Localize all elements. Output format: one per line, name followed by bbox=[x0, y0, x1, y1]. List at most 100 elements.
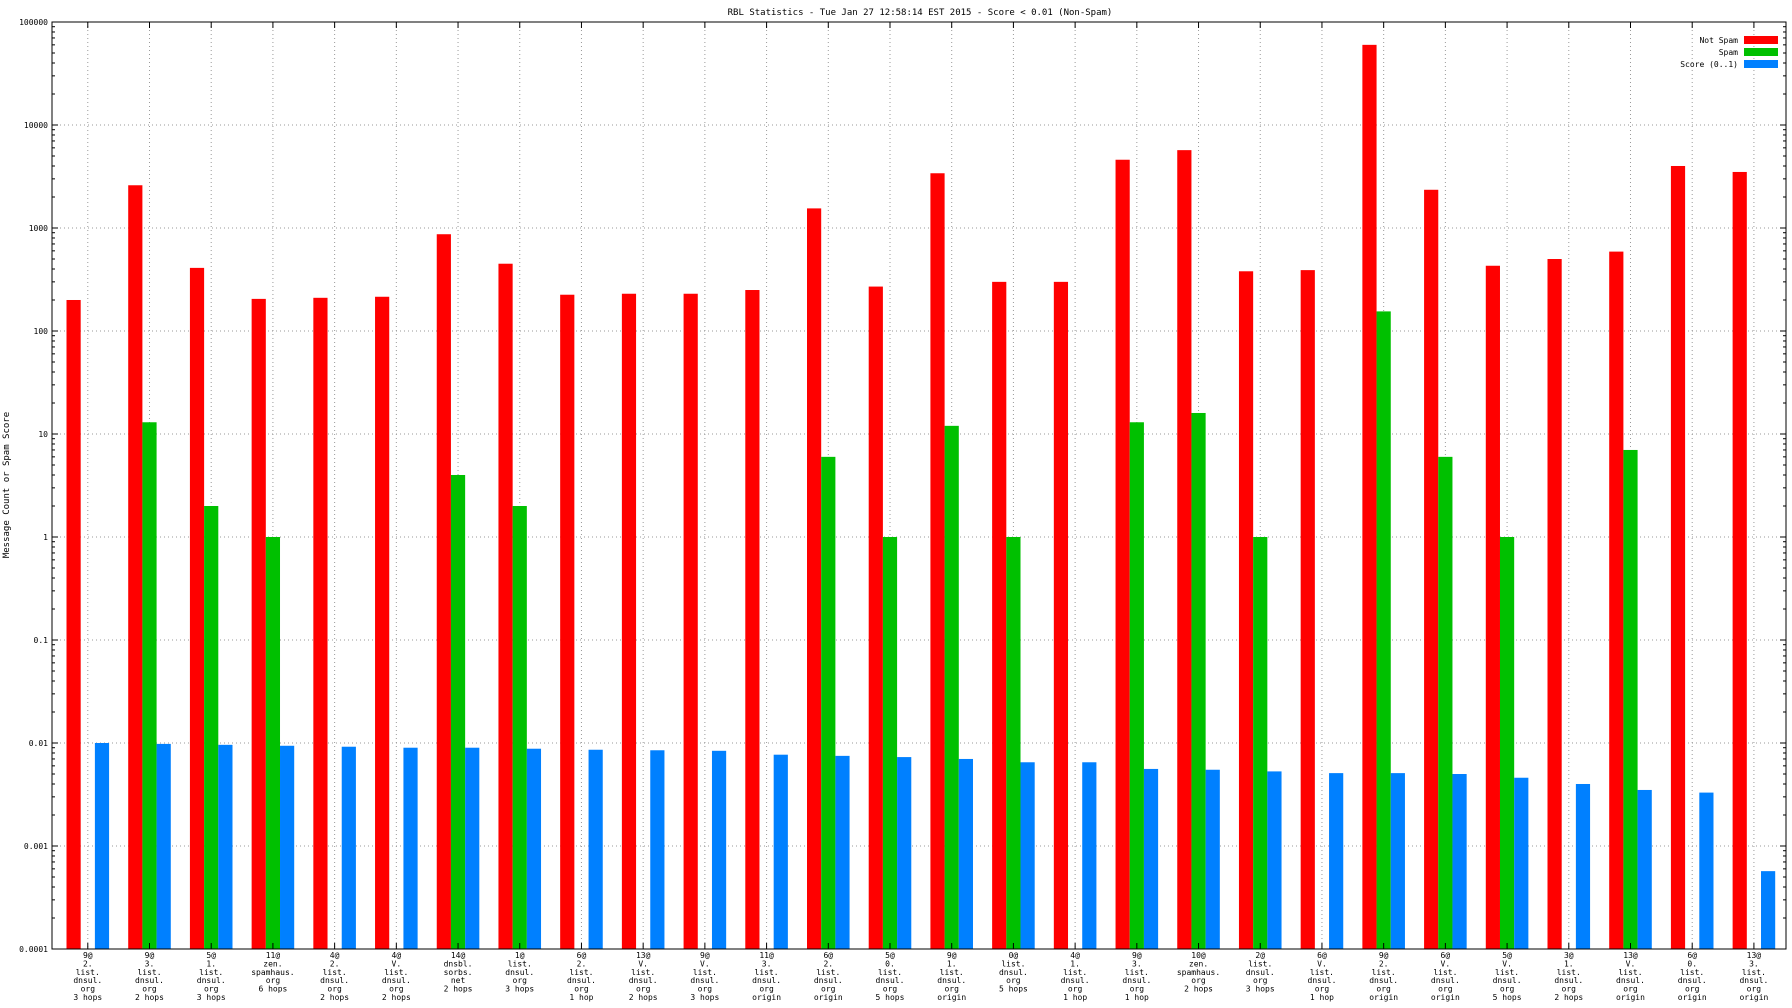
x-tick-label: org bbox=[1562, 985, 1577, 994]
x-tick-label: 2 hops bbox=[382, 993, 411, 1002]
bar-spam bbox=[1129, 422, 1144, 950]
x-tick-label: list. bbox=[384, 968, 408, 977]
x-tick-label: V. bbox=[1317, 959, 1327, 968]
y-tick-label: 0.0001 bbox=[19, 945, 48, 954]
x-tick-label: list. bbox=[1557, 968, 1581, 977]
bar-not-spam bbox=[1300, 270, 1315, 949]
x-tick-label: V. bbox=[700, 959, 710, 968]
bar-score-0-1 bbox=[1514, 777, 1529, 949]
x-tick-label: 6@ bbox=[1441, 951, 1451, 960]
bar-spam bbox=[512, 505, 527, 949]
x-tick-label: org bbox=[142, 985, 157, 994]
x-tick-label: sorbs. bbox=[444, 968, 473, 977]
x-tick-label: 0. bbox=[885, 959, 895, 968]
x-tick-label: 2. bbox=[83, 959, 93, 968]
x-tick-label: 3 hops bbox=[197, 993, 226, 1002]
bar-score-0-1 bbox=[1082, 762, 1097, 949]
bar-spam bbox=[882, 537, 898, 949]
x-tick-label: list. bbox=[1063, 968, 1087, 977]
x-tick-label: 3. bbox=[1132, 959, 1142, 968]
bar-not-spam bbox=[128, 185, 143, 949]
bar-not-spam bbox=[436, 234, 451, 950]
bar-not-spam bbox=[992, 281, 1007, 949]
x-tick-label: dnsul. bbox=[1554, 976, 1583, 985]
x-tick-label: dnsul. bbox=[629, 976, 658, 985]
y-tick-label: 10 bbox=[38, 430, 48, 439]
x-tick-label: dnsul. bbox=[1369, 976, 1398, 985]
bar-not-spam bbox=[251, 298, 266, 949]
x-tick-label: 2 hops bbox=[444, 985, 473, 994]
bar-score-0-1 bbox=[650, 750, 665, 949]
x-tick-label: 3. bbox=[762, 959, 772, 968]
x-tick-label: list. bbox=[1001, 959, 1025, 968]
x-tick-label: dnsul. bbox=[1739, 976, 1768, 985]
bar-spam bbox=[204, 505, 219, 949]
x-tick-label: 3. bbox=[145, 959, 155, 968]
bar-score-0-1 bbox=[1329, 773, 1344, 949]
x-tick-label: org bbox=[81, 985, 96, 994]
x-tick-label: 1 hop bbox=[569, 993, 593, 1002]
bar-score-0-1 bbox=[280, 745, 295, 949]
bar-score-0-1 bbox=[1267, 771, 1282, 949]
x-tick-label: 4@ bbox=[330, 951, 340, 960]
bar-score-0-1 bbox=[1452, 774, 1467, 949]
x-tick-label: 1. bbox=[1070, 959, 1080, 968]
y-tick-label: 10000 bbox=[24, 121, 48, 130]
x-tick-label: dnsul. bbox=[1493, 976, 1522, 985]
x-tick-label: 2. bbox=[577, 959, 587, 968]
bar-score-0-1 bbox=[526, 748, 542, 949]
x-tick-label: origin bbox=[1431, 993, 1460, 1002]
bar-score-0-1 bbox=[773, 754, 788, 949]
bar-score-0-1 bbox=[711, 750, 727, 949]
x-tick-label: list. bbox=[940, 968, 964, 977]
x-tick-label: list. bbox=[569, 968, 593, 977]
x-tick-label: 1 hop bbox=[1310, 993, 1334, 1002]
y-tick-label: 0.001 bbox=[24, 842, 48, 851]
bar-score-0-1 bbox=[1020, 762, 1035, 949]
x-tick-label: 3 hops bbox=[1246, 985, 1275, 994]
bar-score-0-1 bbox=[94, 743, 110, 949]
x-tick-label: 2. bbox=[823, 959, 833, 968]
x-tick-label: 1. bbox=[206, 959, 216, 968]
x-tick-label: list. bbox=[1495, 968, 1519, 977]
bar-score-0-1 bbox=[465, 747, 480, 949]
bar-score-0-1 bbox=[1205, 769, 1220, 949]
x-tick-label: org bbox=[698, 985, 713, 994]
bar-score-0-1 bbox=[156, 743, 171, 949]
x-tick-label: list. bbox=[76, 968, 100, 977]
x-tick-label: org bbox=[327, 985, 342, 994]
x-tick-label: spamhaus. bbox=[1177, 968, 1220, 977]
bar-score-0-1 bbox=[897, 757, 912, 949]
bar-not-spam bbox=[1547, 259, 1562, 949]
bar-not-spam bbox=[806, 208, 822, 950]
x-tick-label: org bbox=[883, 985, 898, 994]
x-tick-label: dnsul. bbox=[1246, 968, 1275, 977]
x-tick-label: org bbox=[204, 985, 219, 994]
x-tick-label: net bbox=[451, 976, 466, 985]
y-tick-label: 0.1 bbox=[34, 636, 49, 645]
x-tick-label: list. bbox=[1742, 968, 1766, 977]
bar-score-0-1 bbox=[403, 747, 418, 949]
x-tick-label: org bbox=[1130, 985, 1145, 994]
x-tick-label: 10@ bbox=[1191, 951, 1206, 960]
x-tick-label: org bbox=[1747, 985, 1762, 994]
x-tick-label: 0@ bbox=[1009, 951, 1019, 960]
bar-spam bbox=[1438, 456, 1453, 949]
bar-spam bbox=[450, 474, 466, 949]
x-tick-label: 6@ bbox=[1317, 951, 1327, 960]
bar-not-spam bbox=[1115, 159, 1130, 949]
x-tick-label: dnsul. bbox=[73, 976, 102, 985]
x-tick-label: list. bbox=[1680, 968, 1704, 977]
bar-not-spam bbox=[1238, 271, 1254, 949]
x-tick-label: dnsul. bbox=[690, 976, 719, 985]
y-tick-label: 100 bbox=[34, 327, 49, 336]
x-tick-label: V. bbox=[392, 959, 402, 968]
x-tick-label: dnsul. bbox=[1616, 976, 1645, 985]
x-tick-label: 5@ bbox=[1502, 951, 1512, 960]
x-tick-label: list. bbox=[508, 959, 532, 968]
x-tick-label: org bbox=[1191, 976, 1206, 985]
bar-not-spam bbox=[621, 293, 637, 949]
x-tick-label: org bbox=[1315, 985, 1330, 994]
x-tick-label: org bbox=[1376, 985, 1391, 994]
x-tick-label: 2 hops bbox=[320, 993, 349, 1002]
